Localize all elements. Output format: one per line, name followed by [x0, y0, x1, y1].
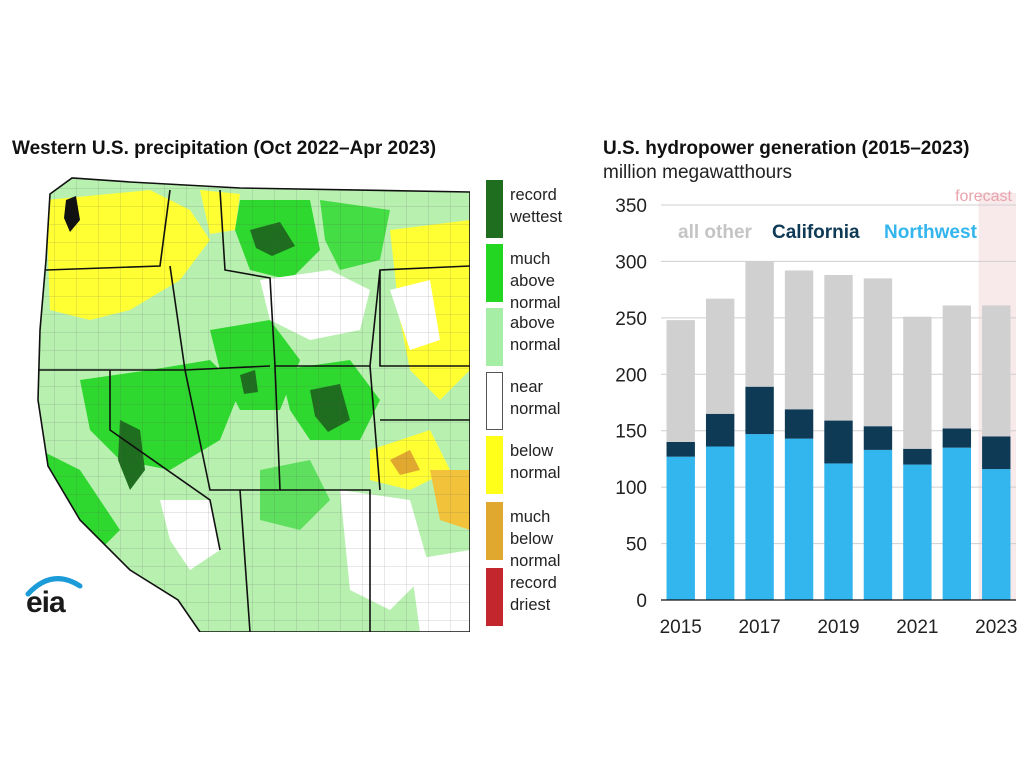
bar-california — [942, 428, 972, 448]
legend-label: near normal — [510, 378, 561, 418]
eia-logo: eia — [22, 572, 84, 622]
y-tick-label: 50 — [626, 535, 647, 556]
legend-all-other: all other — [678, 222, 753, 243]
legend-swatch — [486, 502, 503, 560]
state-borders — [37, 177, 470, 632]
x-tick-label: 2019 — [817, 617, 859, 638]
x-tick-label: 2017 — [738, 617, 780, 638]
bar-all-other — [942, 305, 972, 429]
bar-all-other — [784, 270, 814, 410]
bar-california — [982, 436, 1011, 470]
legend-item: above normal — [486, 308, 596, 366]
bar-northwest — [784, 438, 814, 600]
legend-item: record driest — [486, 568, 596, 626]
bar-northwest — [942, 447, 972, 600]
precipitation-map — [10, 170, 470, 632]
legend-item: much above normal — [486, 244, 596, 312]
y-tick-label: 0 — [636, 591, 647, 612]
bar-all-other — [666, 320, 695, 442]
bar-all-other — [705, 298, 735, 414]
legend-swatch — [486, 244, 503, 302]
bar-all-other — [982, 305, 1011, 437]
legend-label: below normal — [510, 442, 561, 482]
bar-all-other — [745, 261, 774, 387]
legend-swatch — [486, 180, 503, 238]
land-area — [37, 177, 470, 632]
series-legend: all other California Northwest — [678, 222, 978, 243]
legend-swatch — [486, 308, 503, 366]
legend-item: below normal — [486, 436, 596, 494]
bar-california — [863, 426, 893, 450]
eia-logo-arc-icon — [25, 576, 83, 597]
x-tick-label: 2015 — [660, 617, 702, 638]
legend-label: record wettest — [510, 186, 563, 226]
y-tick-label: 350 — [615, 196, 647, 217]
map-title: Western U.S. precipitation (Oct 2022–Apr… — [12, 138, 437, 159]
legend-label: record driest — [510, 574, 557, 614]
x-tick-label: 2023 — [975, 617, 1017, 638]
legend-label: above normal — [510, 314, 561, 354]
eia-logo-text: eia — [26, 586, 66, 619]
legend-item: much below normal — [486, 502, 596, 570]
legend-swatch — [486, 436, 503, 494]
y-tick-label: 150 — [615, 422, 647, 443]
bar-northwest — [903, 464, 932, 600]
y-tick-label: 200 — [615, 365, 647, 386]
bar-northwest — [863, 449, 893, 600]
forecast-label: forecast — [955, 188, 1012, 205]
map-legend: record wettest much above normal above nor… — [486, 180, 596, 630]
bar-california — [784, 409, 814, 439]
legend-swatch — [486, 372, 503, 430]
legend-swatch — [486, 568, 503, 626]
x-tick-label: 2021 — [896, 617, 938, 638]
legend-california: California — [772, 222, 860, 243]
hydropower-chart: 0 50 100 150 200 250 300 350 2015 2017 2019 2021 20… — [615, 188, 1017, 638]
legend-label: much below normal — [510, 508, 561, 570]
bar-california — [666, 442, 695, 457]
bar-california — [705, 413, 735, 447]
legend-label: much above normal — [510, 250, 561, 312]
bar-california — [745, 386, 774, 435]
legend-item: near normal — [486, 372, 596, 430]
bar-california — [824, 420, 853, 464]
bar-northwest — [824, 463, 853, 600]
bar-northwest — [745, 434, 774, 600]
bar-northwest — [982, 469, 1011, 600]
y-tick-label: 100 — [615, 478, 647, 499]
legend-northwest: Northwest — [884, 222, 978, 243]
bar-all-other — [863, 278, 893, 427]
bar-northwest — [666, 456, 695, 600]
legend-item: record wettest — [486, 180, 596, 238]
bar-northwest — [705, 446, 735, 600]
bar-all-other — [903, 316, 932, 449]
bar-all-other — [824, 274, 853, 421]
chart-subtitle: million megawatthours — [603, 162, 793, 183]
chart-title: U.S. hydropower generation (2015–2023) — [603, 138, 970, 159]
map-graphic — [37, 177, 470, 632]
y-tick-label: 250 — [615, 309, 647, 330]
bar-california — [903, 448, 932, 465]
y-tick-label: 300 — [615, 252, 647, 273]
